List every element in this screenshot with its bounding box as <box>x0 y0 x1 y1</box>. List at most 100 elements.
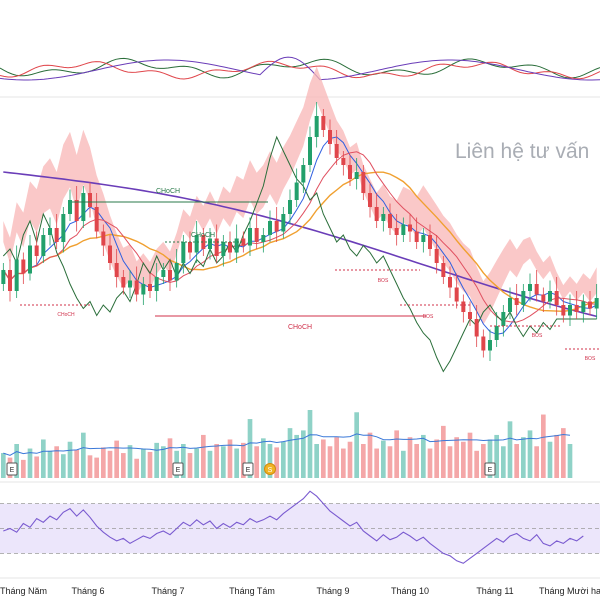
volume-bar <box>447 446 453 478</box>
x-axis-tick-label: Tháng 6 <box>71 586 104 596</box>
event-marker-label: E <box>10 467 15 474</box>
candle-body <box>534 284 539 295</box>
candle-body <box>88 193 92 207</box>
candle-body <box>401 224 406 235</box>
candle <box>541 287 546 312</box>
volume-bar <box>461 441 466 478</box>
candle-body <box>294 182 299 200</box>
candle-body <box>414 231 419 242</box>
candle-body <box>348 165 352 179</box>
volume-bar <box>247 419 253 478</box>
candle <box>408 214 412 242</box>
candle <box>588 291 592 316</box>
volume-bar <box>547 441 553 478</box>
candle <box>228 231 232 260</box>
candle <box>221 235 226 267</box>
candle-body <box>254 228 259 242</box>
structure-label-bos: BOS <box>585 356 596 362</box>
volume-bar <box>87 455 93 478</box>
candle <box>568 294 572 326</box>
candle-body <box>521 291 526 305</box>
volume-bar <box>234 448 239 478</box>
volume-bar <box>514 444 519 478</box>
candle <box>468 301 472 326</box>
candle-body <box>374 207 379 221</box>
x-axis-tick-label: Tháng Tám <box>229 586 275 596</box>
volume-bar <box>441 425 446 478</box>
candle-body <box>21 259 26 274</box>
volume-bar <box>147 451 153 478</box>
candle-body <box>241 238 246 246</box>
volume-bar <box>101 447 106 478</box>
volume-bar <box>114 440 119 478</box>
volume-bar <box>67 441 73 478</box>
candle-body <box>148 284 152 291</box>
candle-body <box>434 249 439 263</box>
candle <box>321 109 326 137</box>
volume-bar <box>181 444 186 478</box>
candle-body <box>568 305 572 316</box>
volume-bar <box>1 453 6 478</box>
volume-bar <box>134 458 139 478</box>
volume-bar <box>387 446 393 478</box>
candle <box>141 277 146 305</box>
event-marker-label: E <box>246 467 251 474</box>
candle-body <box>141 284 146 295</box>
candle-body <box>408 224 412 232</box>
candle-body <box>381 214 386 221</box>
candle <box>288 189 292 225</box>
candle-body <box>68 200 72 214</box>
volume-bar <box>521 437 526 478</box>
candle <box>168 259 172 291</box>
volume-bar <box>567 444 573 478</box>
volume-bar <box>14 444 19 478</box>
candle-body <box>361 172 366 193</box>
candle <box>501 305 506 337</box>
x-axis-tick-label: Tháng 10 <box>391 586 429 596</box>
candle <box>401 217 406 242</box>
volume-bar <box>187 453 193 478</box>
x-axis-tick-label: Tháng 7 <box>151 586 184 596</box>
volume-bar <box>254 446 259 478</box>
volume-bar <box>127 445 133 478</box>
candle <box>494 312 499 347</box>
volume-bar <box>467 432 473 478</box>
volume-bar <box>74 449 79 478</box>
candle <box>28 235 32 281</box>
candle-body <box>308 137 312 165</box>
volume-bar <box>541 414 546 478</box>
candle <box>374 193 379 228</box>
volume-ma-line <box>3 433 571 456</box>
candle-body <box>81 193 86 221</box>
volume-bar <box>367 432 373 478</box>
event-marker-label: S <box>268 467 273 474</box>
candle <box>201 228 206 256</box>
candle-body <box>128 280 132 288</box>
candle-body <box>581 301 586 312</box>
volume-bar <box>327 446 333 478</box>
candle <box>134 266 139 302</box>
candle <box>128 270 132 298</box>
oscillator-line-green <box>0 57 600 79</box>
candle-body <box>121 277 126 288</box>
candle <box>561 298 566 323</box>
candle-body <box>334 144 339 158</box>
candle <box>528 273 532 302</box>
volume-bar <box>241 442 246 478</box>
candle-body <box>474 319 479 337</box>
candle <box>348 154 352 186</box>
candle-body <box>161 270 166 277</box>
candle <box>48 217 52 246</box>
candle-body <box>94 207 99 232</box>
candle <box>148 273 152 298</box>
candle-body <box>268 221 272 235</box>
candle-body <box>541 294 546 302</box>
candle <box>254 214 259 249</box>
candle <box>534 270 539 302</box>
candle <box>334 130 339 165</box>
candle-body <box>554 291 559 305</box>
volume-bar <box>427 448 433 478</box>
candle-body <box>368 193 372 207</box>
volume-bar <box>34 456 39 478</box>
